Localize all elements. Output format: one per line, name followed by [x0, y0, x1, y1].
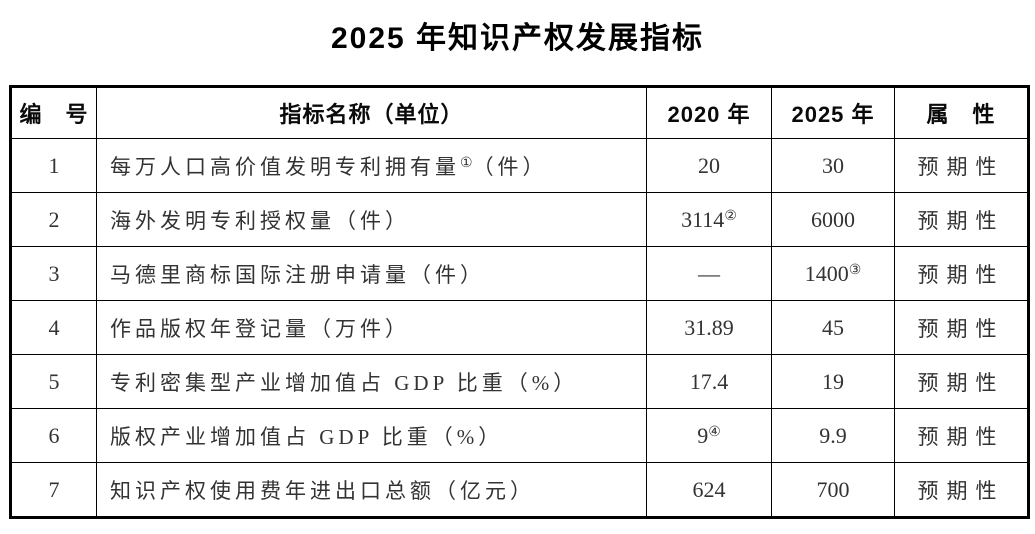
row-number: 4 — [48, 314, 60, 340]
value-2020: 31.89 — [684, 314, 734, 340]
cell-2020-value: — — [646, 246, 772, 301]
cell-row-number: 1 — [10, 138, 97, 193]
cell-row-number: 3 — [10, 246, 97, 301]
cell-indicator-name: 知识产权使用费年进出口总额（亿元） — [96, 462, 647, 518]
cell-indicator-name: 专利密集型产业增加值占 GDP 比重（%） — [96, 354, 647, 409]
cell-attribute: 预期性 — [894, 408, 1029, 463]
value-2020: — — [698, 260, 720, 286]
cell-attribute: 预期性 — [894, 462, 1029, 518]
cell-2025-value: 19 — [771, 354, 895, 409]
cell-attribute: 预期性 — [894, 354, 1029, 409]
cell-2025-value: 6000 — [771, 192, 895, 247]
header-2025: 2025 年 — [771, 86, 895, 139]
cell-row-number: 4 — [10, 300, 97, 355]
cell-indicator-name: 作品版权年登记量（万件） — [96, 300, 647, 355]
table-row: 7 知识产权使用费年进出口总额（亿元） 624 700 预期性 — [10, 462, 1029, 518]
attribute-label: 预期性 — [917, 208, 1005, 233]
row-number: 5 — [48, 368, 60, 394]
indicator-unit: （件） — [472, 154, 548, 179]
cell-2025-value: 1400③ — [771, 246, 895, 301]
header-no: 编 号 — [10, 86, 97, 139]
cell-2020-value: 3114② — [646, 192, 772, 247]
footnote-ref-icon: ④ — [708, 424, 721, 440]
value-2020: 17.4 — [689, 368, 729, 394]
value-2020: 624 — [692, 476, 726, 502]
value-2025: 45 — [822, 314, 844, 340]
header-indicator-name: 指标名称（单位） — [96, 86, 647, 139]
table-row: 5 专利密集型产业增加值占 GDP 比重（%） 17.4 19 预期性 — [10, 354, 1029, 409]
table-row: 1 每万人口高价值发明专利拥有量①（件） 20 30 预期性 — [10, 138, 1029, 193]
cell-2020-value: 31.89 — [646, 300, 772, 355]
footnote-ref-icon: ③ — [848, 262, 862, 278]
attribute-label: 预期性 — [917, 424, 1005, 449]
table-row: 2 海外发明专利授权量（件） 3114② 6000 预期性 — [10, 192, 1029, 247]
header-2020: 2020 年 — [646, 86, 772, 139]
value-2020: 3114 — [681, 206, 725, 232]
cell-indicator-name: 每万人口高价值发明专利拥有量①（件） — [96, 138, 647, 193]
value-2025: 6000 — [811, 206, 855, 232]
row-number: 1 — [48, 152, 60, 178]
cell-2025-value: 30 — [771, 138, 895, 193]
indicator-name: 版权产业增加值占 GDP 比重（%） — [110, 424, 504, 449]
indicator-name: 专利密集型产业增加值占 GDP 比重（%） — [110, 370, 579, 395]
cell-2025-value: 9.9 — [771, 408, 895, 463]
table-row: 6 版权产业增加值占 GDP 比重（%） 9④ 9.9 预期性 — [10, 408, 1029, 463]
indicator-table: 编 号 指标名称（单位） 2020 年 2025 年 属 性 1 每万人口高价值… — [9, 85, 1030, 519]
cell-row-number: 6 — [10, 408, 97, 463]
cell-attribute: 预期性 — [894, 192, 1029, 247]
value-2025: 30 — [822, 152, 844, 178]
value-2020: 9 — [697, 422, 709, 448]
cell-attribute: 预期性 — [894, 246, 1029, 301]
indicator-name: 知识产权使用费年进出口总额（亿元） — [110, 478, 535, 503]
attribute-label: 预期性 — [917, 370, 1005, 395]
value-2025: 1400 — [804, 260, 849, 286]
row-number: 6 — [48, 422, 60, 448]
footnote-ref-icon: ① — [460, 155, 473, 171]
cell-attribute: 预期性 — [894, 300, 1029, 355]
header-row: 编 号 指标名称（单位） 2020 年 2025 年 属 性 — [10, 86, 1029, 139]
attribute-label: 预期性 — [917, 316, 1005, 341]
cell-row-number: 7 — [10, 462, 97, 518]
table-row: 4 作品版权年登记量（万件） 31.89 45 预期性 — [10, 300, 1029, 355]
value-2025: 9.9 — [819, 422, 847, 448]
indicator-name: 作品版权年登记量（万件） — [110, 316, 410, 341]
footnote-ref-icon: ② — [724, 208, 737, 224]
cell-2020-value: 17.4 — [646, 354, 772, 409]
value-2025: 700 — [816, 476, 850, 502]
indicator-name: 每万人口高价值发明专利拥有量 — [110, 154, 460, 179]
attribute-label: 预期性 — [917, 154, 1005, 179]
cell-2025-value: 700 — [771, 462, 895, 518]
cell-indicator-name: 版权产业增加值占 GDP 比重（%） — [96, 408, 647, 463]
attribute-label: 预期性 — [917, 262, 1005, 287]
table-row: 3 马德里商标国际注册申请量（件） — 1400③ 预期性 — [10, 246, 1029, 301]
cell-2020-value: 624 — [646, 462, 772, 518]
row-number: 3 — [48, 260, 60, 286]
attribute-label: 预期性 — [917, 478, 1005, 503]
value-2025: 19 — [822, 368, 844, 394]
row-number: 2 — [48, 206, 60, 232]
header-attribute: 属 性 — [894, 86, 1029, 139]
indicator-name: 海外发明专利授权量（件） — [110, 208, 410, 233]
cell-2025-value: 45 — [771, 300, 895, 355]
cell-2020-value: 9④ — [646, 408, 772, 463]
row-number: 7 — [48, 476, 60, 502]
cell-indicator-name: 马德里商标国际注册申请量（件） — [96, 246, 647, 301]
page-title: 2025 年知识产权发展指标 — [330, 22, 705, 55]
cell-attribute: 预期性 — [894, 138, 1029, 193]
value-2020: 20 — [698, 152, 720, 178]
cell-row-number: 5 — [10, 354, 97, 409]
cell-row-number: 2 — [10, 192, 97, 247]
cell-indicator-name: 海外发明专利授权量（件） — [96, 192, 647, 247]
cell-2020-value: 20 — [646, 138, 772, 193]
indicator-name: 马德里商标国际注册申请量（件） — [110, 262, 485, 287]
